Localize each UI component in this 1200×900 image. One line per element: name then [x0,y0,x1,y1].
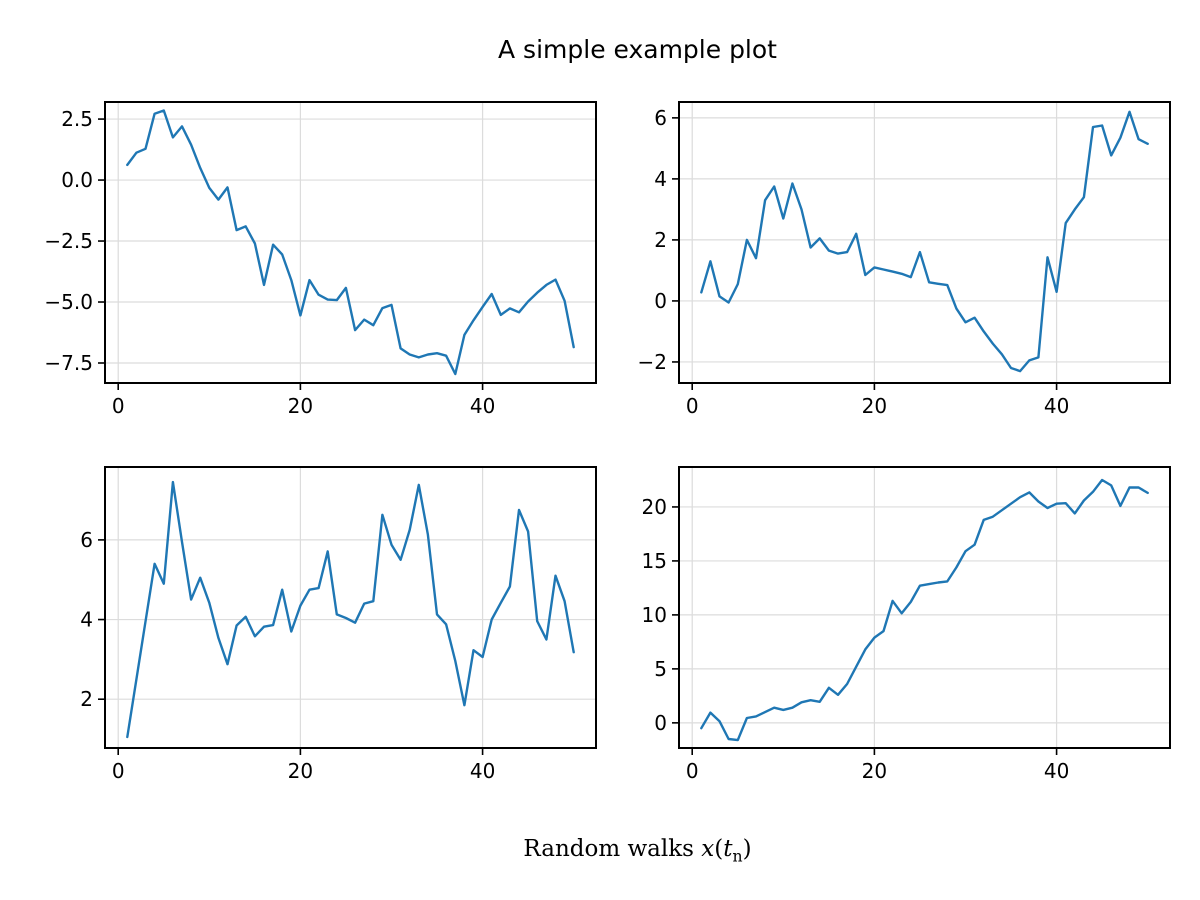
series-line [126,480,575,739]
y-tick-label: 4 [80,608,93,632]
y-tick-label: 5 [654,657,667,681]
y-tick-label: 2 [654,228,667,252]
chart-title: A simple example plot [498,35,777,64]
ticks [672,506,1058,755]
x-tick-label: 0 [112,394,125,418]
series-line [700,478,1149,742]
series-line [126,109,575,376]
subplot-top-left: 0 20 40 2.5 0.0 −2.5 −5.0 −7.5 [44,101,597,418]
xlabel-close-paren: ) [742,836,752,862]
xlabel-prefix: Random walks [523,836,702,862]
grid [105,102,596,383]
axes-spines [104,466,597,749]
tick-labels: 0 20 40 20 15 10 5 0 [642,495,1070,783]
y-tick-label: 2.5 [61,107,93,131]
y-tick-label: −2 [638,350,667,374]
subplot-bottom-left: 0 20 40 6 4 2 [80,466,597,783]
xlabel-var-t: t [723,836,733,862]
x-tick-label: 40 [1044,759,1069,783]
tick-labels: 0 20 40 2.5 0.0 −2.5 −5.0 −7.5 [44,107,495,418]
grid [105,467,596,748]
y-tick-label: 0.0 [61,168,93,192]
xlabel-var-x: x [701,836,715,862]
y-tick-label: 4 [654,167,667,191]
axes-spines [678,466,1171,749]
ticks [98,539,484,755]
y-tick-label: 20 [642,495,667,519]
x-tick-label: 0 [686,759,699,783]
x-tick-label: 40 [470,759,495,783]
y-tick-label: 15 [642,549,667,573]
y-tick-label: 6 [654,106,667,130]
x-tick-label: 20 [288,759,313,783]
y-tick-label: 10 [642,603,667,627]
x-tick-label: 0 [112,759,125,783]
grid [679,102,1170,383]
grid [679,467,1170,748]
y-tick-label: −5.0 [44,290,93,314]
y-tick-label: 0 [654,711,667,735]
x-tick-label: 20 [288,394,313,418]
y-tick-label: −7.5 [44,351,93,375]
x-tick-label: 20 [862,759,887,783]
x-tick-label: 0 [686,394,699,418]
y-tick-label: 2 [80,687,93,711]
y-tick-label: −2.5 [44,229,93,253]
x-tick-label: 40 [1044,394,1069,418]
tick-labels: 0 20 40 6 4 2 [80,528,495,783]
ticks [98,118,484,390]
x-tick-label: 20 [862,394,887,418]
y-tick-label: 0 [654,289,667,313]
chart-xlabel: Random walks x(tn) [105,836,1170,864]
axes-spines [104,101,597,384]
axes-spines [678,101,1171,384]
series-line [700,110,1149,373]
x-tick-label: 40 [470,394,495,418]
ticks [672,117,1058,390]
xlabel-subscript-n: n [732,846,743,866]
subplot-bottom-right: 0 20 40 20 15 10 5 0 [642,466,1171,783]
y-tick-label: 6 [80,528,93,552]
xlabel-open-paren: ( [714,836,724,862]
